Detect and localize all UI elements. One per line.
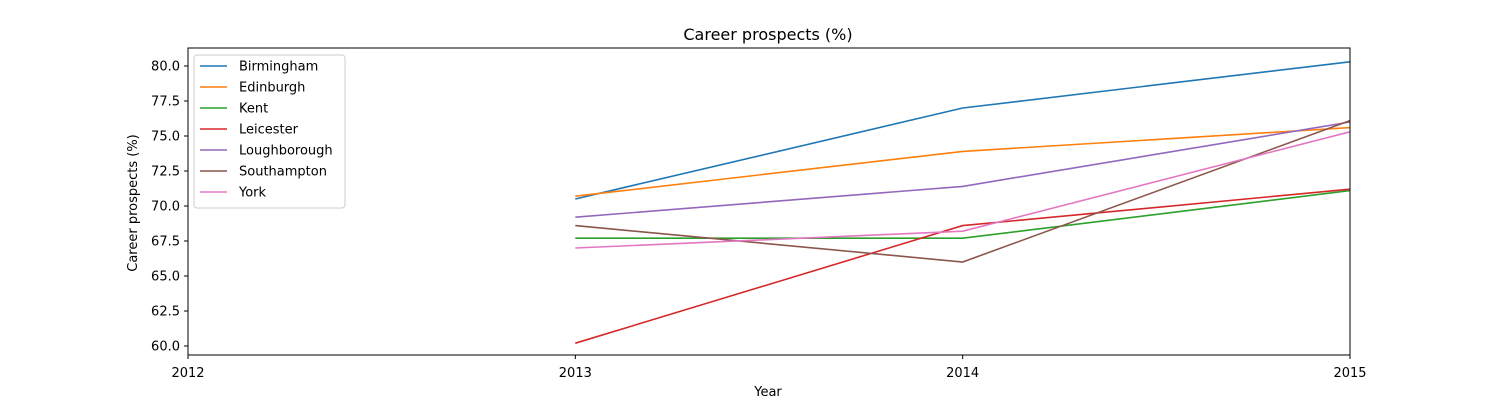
x-tick-label: 2014 [946,366,979,381]
y-tick-label: 72.5 [151,165,180,180]
series-line-york [575,131,1351,249]
x-tick-label: 2012 [171,366,204,381]
y-tick-label: 75.0 [151,130,180,145]
y-tick-label: 60.0 [151,340,180,355]
plot-frame [187,47,1351,356]
y-tick-label: 67.5 [151,235,180,250]
series-line-edinburgh [575,126,1351,197]
y-tick-label: 77.5 [151,95,180,110]
y-tick-label: 80.0 [151,60,180,75]
series-line-birmingham [575,61,1351,200]
x-tick-label: 2013 [559,366,592,381]
legend-label: Southampton [239,165,327,180]
axes-layer: 2012 2013 2014 2015 60.0 62.5 65.0 67.5 70.0 72.5… [151,47,1367,381]
legend: Birmingham Edinburgh Kent Leicester Loughbor… [193,54,346,209]
chart-title: Career prospects (%) [683,25,852,44]
y-tick-label: 65.0 [151,270,180,285]
y-tick-label: 70.0 [151,200,180,215]
y-tick-label: 62.5 [151,305,180,320]
series-line-loughborough [575,121,1351,218]
legend-label: Birmingham [239,60,318,75]
legend-label: Leicester [239,123,299,138]
legend-label: Loughborough [239,144,333,159]
series-line-southampton [575,119,1351,263]
x-axis-label: Year [753,385,782,400]
series-layer [575,61,1351,344]
legend-label: York [238,186,267,201]
series-line-leicester [575,188,1351,344]
legend-label: Edinburgh [239,81,305,96]
y-axis-label: Career prospects (%) [126,134,141,272]
legend-label: Kent [239,102,268,117]
x-tick-label: 2015 [1333,366,1366,381]
legend-box [193,54,346,209]
